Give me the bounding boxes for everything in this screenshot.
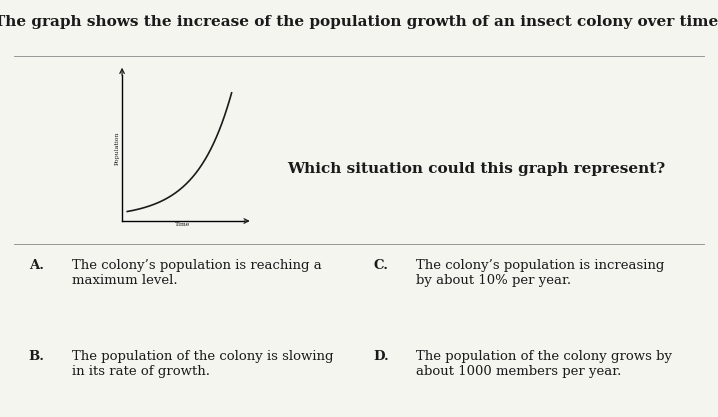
Text: A.: A.: [29, 259, 44, 271]
Text: Which situation could this graph represent?: Which situation could this graph represe…: [287, 162, 666, 176]
Text: The graph shows the increase of the population growth of an insect colony over t: The graph shows the increase of the popu…: [0, 15, 718, 29]
Text: The population of the colony is slowing
in its rate of growth.: The population of the colony is slowing …: [72, 350, 333, 378]
Text: B.: B.: [29, 350, 45, 363]
X-axis label: Time: Time: [175, 222, 191, 227]
Text: D.: D.: [373, 350, 389, 363]
Text: The colony’s population is reaching a
maximum level.: The colony’s population is reaching a ma…: [72, 259, 322, 286]
Text: The colony’s population is increasing
by about 10% per year.: The colony’s population is increasing by…: [416, 259, 665, 286]
Y-axis label: Population: Population: [114, 131, 119, 165]
Text: C.: C.: [373, 259, 388, 271]
Text: The population of the colony grows by
about 1000 members per year.: The population of the colony grows by ab…: [416, 350, 673, 378]
